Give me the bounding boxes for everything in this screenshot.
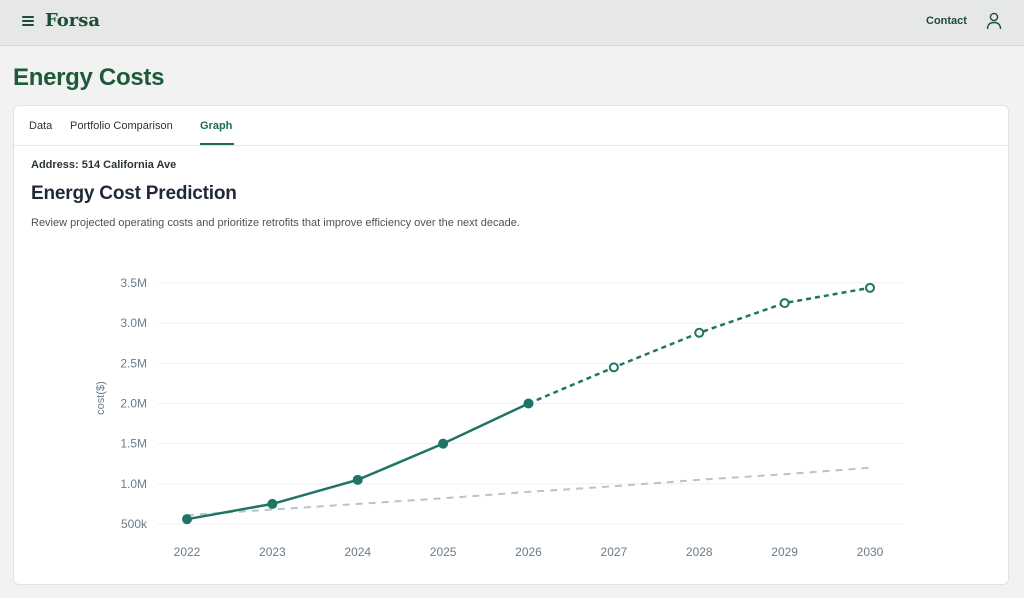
- y-tick-label: 500k: [121, 517, 148, 531]
- baseline-series-line: [186, 466, 871, 517]
- x-tick-label: 2029: [771, 545, 798, 559]
- x-tick-label: 2023: [259, 545, 286, 559]
- y-tick-label: 2.5M: [120, 356, 147, 370]
- hamburger-menu-icon[interactable]: [22, 16, 34, 28]
- top-navigation-bar: Forsa Contact: [0, 0, 1024, 46]
- y-tick-label: 2.0M: [120, 397, 147, 411]
- projected-data-point: [865, 282, 875, 293]
- y-axis-label: cost($): [95, 381, 107, 415]
- chart-heading: Energy Cost Prediction: [31, 183, 237, 204]
- x-tick-label: 2030: [857, 545, 884, 559]
- brand-logo[interactable]: Forsa: [45, 10, 101, 31]
- energy-cost-chart: 500k 1.0M 1.5M 2.0M 2.5M 3.0M 3.5M 2022 2023 2024…: [95, 276, 904, 559]
- projected-cost-line: [528, 286, 871, 405]
- x-tick-label: 2025: [430, 545, 457, 559]
- user-icon[interactable]: [986, 12, 1002, 30]
- y-tick-label: 1.0M: [120, 477, 147, 491]
- tab-bar: Data Portfolio Comparison Graph: [14, 106, 1008, 146]
- chart-description: Review projected operating costs and pri…: [31, 217, 520, 229]
- x-tick-label: 2028: [686, 545, 713, 559]
- tab-portfolio-comparison[interactable]: Portfolio Comparison: [70, 120, 173, 132]
- graph-card: Data Portfolio Comparison Graph Address:…: [13, 105, 1009, 585]
- active-tab-indicator: [200, 143, 234, 145]
- projected-data-point: [779, 298, 790, 309]
- actual-data-point: [267, 498, 278, 509]
- actual-data-point: [523, 398, 534, 409]
- tab-graph[interactable]: Graph: [200, 120, 233, 132]
- actual-data-point: [438, 438, 449, 449]
- projected-data-point: [608, 362, 619, 373]
- x-tick-label: 2026: [515, 545, 542, 559]
- projected-data-point: [694, 327, 705, 338]
- actual-data-point: [182, 514, 192, 525]
- x-tick-label: 2024: [344, 545, 371, 559]
- x-tick-label: 2027: [601, 545, 628, 559]
- contact-link[interactable]: Contact: [926, 15, 967, 27]
- y-tick-label: 3.0M: [120, 316, 147, 330]
- actual-cost-line: [186, 402, 530, 521]
- actual-data-point: [352, 474, 363, 485]
- property-address: Address: 514 California Ave: [31, 159, 177, 171]
- page-title: Energy Costs: [13, 64, 165, 91]
- tab-data[interactable]: Data: [29, 120, 53, 132]
- y-tick-label: 1.5M: [120, 437, 147, 451]
- y-tick-label: 3.5M: [120, 276, 147, 290]
- x-tick-label: 2022: [174, 545, 201, 559]
